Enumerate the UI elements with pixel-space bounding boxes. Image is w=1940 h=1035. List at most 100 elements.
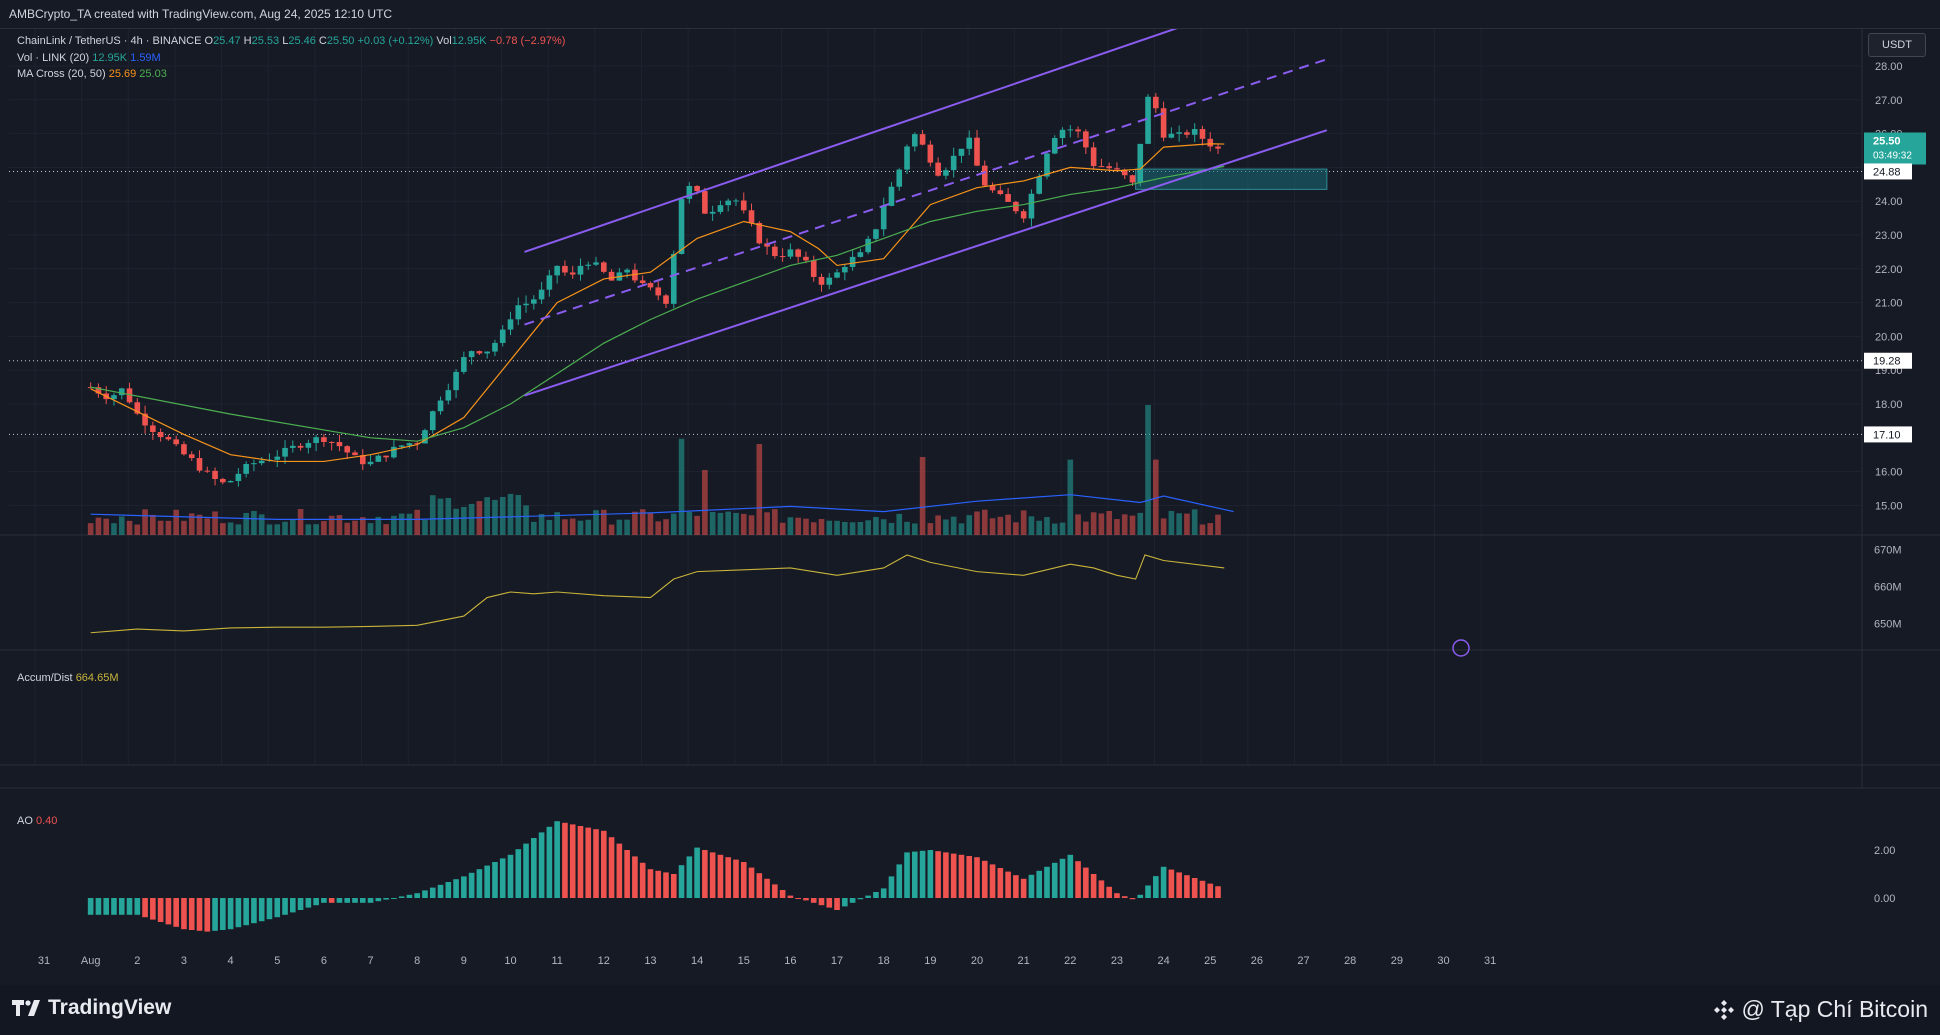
ao-bar: [896, 864, 903, 898]
volume-bar: [663, 519, 669, 535]
ao-bar: [445, 882, 452, 898]
ao-bar: [678, 865, 685, 898]
candle-body: [981, 165, 988, 186]
x-tick-label: 31: [1484, 955, 1496, 967]
ao-bar: [492, 862, 498, 898]
ao-bar: [795, 898, 801, 899]
symbol-legend[interactable]: ChainLink / TetherUS · 4h · BINANCE O25.…: [17, 35, 565, 47]
ao-bar: [593, 829, 599, 898]
x-tick-label: 13: [644, 955, 656, 967]
volume-bar: [290, 520, 296, 535]
volume-bar: [398, 513, 405, 535]
ao-bar: [880, 888, 887, 898]
volume-bar: [274, 524, 281, 535]
candle-body: [546, 275, 553, 290]
candle-body: [461, 357, 467, 372]
price-tick-label: 27.00: [1875, 95, 1903, 107]
ma-cross-legend[interactable]: MA Cross (20, 50) 25.69 25.03: [17, 68, 167, 80]
volume-bar: [593, 510, 599, 535]
ao-bar: [538, 832, 545, 898]
level-price-label: 17.10: [1873, 429, 1901, 441]
ao-bar: [655, 870, 662, 898]
ao-bar: [764, 878, 770, 898]
ao-bar: [1184, 875, 1190, 898]
candle-body: [375, 455, 382, 462]
volume-bar: [196, 514, 203, 535]
candle-body: [748, 210, 755, 223]
volume-bar: [733, 512, 739, 535]
x-tick-label: 22: [1064, 955, 1076, 967]
x-tick-label: 16: [784, 955, 796, 967]
candle-body: [1067, 129, 1074, 131]
level-price-tag: [1864, 352, 1912, 369]
accum-dist-line: [90, 554, 1225, 634]
ao-bar: [974, 857, 980, 898]
current-price-tag: [1864, 132, 1926, 165]
volume-bar: [1215, 514, 1221, 535]
accum-dist-legend[interactable]: Accum/Dist 664.65M: [17, 672, 119, 684]
change-value: +0.03 (+0.12%): [357, 35, 434, 47]
volume-bar: [873, 516, 879, 535]
candle-body: [429, 411, 436, 431]
candle-body: [274, 456, 281, 460]
ao-bar: [562, 822, 568, 898]
footer-bar: TradingView @ Tạp Chí Bitcoin: [0, 985, 1940, 1035]
candle-body: [188, 454, 195, 459]
candle-body: [1083, 131, 1089, 148]
candle-body: [927, 144, 934, 163]
candle-body: [997, 190, 1004, 195]
volume-bar: [725, 511, 731, 535]
volume-ma-line: [90, 494, 1234, 521]
ao-bar: [748, 867, 755, 898]
tradingview-logo[interactable]: TradingView: [12, 996, 171, 1020]
candle-body: [391, 446, 397, 458]
candle-body: [142, 413, 148, 426]
ao-bar: [531, 838, 537, 898]
chart-canvas[interactable]: 15.0016.0017.0018.0019.0020.0021.0022.00…: [0, 0, 1940, 985]
ao-bar: [515, 849, 522, 898]
volume-bar: [919, 457, 926, 535]
volume-bar: [803, 518, 809, 535]
ao-bar: [1067, 854, 1074, 898]
volume-bar: [165, 520, 172, 535]
ao-bar: [274, 898, 281, 918]
x-tick-label: 18: [878, 955, 890, 967]
currency-button[interactable]: USDT: [1868, 33, 1926, 57]
candle-body: [834, 272, 840, 278]
candle-body: [772, 246, 778, 257]
ao-bar: [243, 898, 249, 926]
volume-bar: [958, 523, 965, 535]
candle-body: [111, 395, 117, 400]
volume-bar: [639, 509, 646, 535]
volume-bar: [966, 515, 973, 535]
volume-bar: [1207, 523, 1214, 535]
ao-bar: [1051, 862, 1058, 898]
candle-body: [1129, 175, 1136, 183]
volume-bar: [437, 498, 444, 535]
low-label: L: [282, 35, 289, 47]
candle-body: [725, 200, 731, 206]
close-label: C: [318, 35, 327, 47]
volume-bar: [1028, 516, 1035, 535]
volume-bar: [359, 517, 366, 535]
ao-bar: [297, 898, 304, 910]
volume-bar: [678, 438, 685, 535]
candle-body: [507, 319, 514, 330]
volume-bar: [321, 521, 327, 535]
candle-body: [1059, 129, 1066, 138]
ao-bar: [756, 873, 763, 898]
candle-body: [958, 148, 965, 156]
volume-bar: [1145, 405, 1151, 535]
ao-bar: [321, 898, 327, 903]
ao-legend[interactable]: AO 0.40: [17, 815, 57, 827]
watermark: @ Tạp Chí Bitcoin: [1713, 996, 1928, 1023]
volume-bar: [212, 511, 218, 535]
candle-body: [468, 351, 475, 358]
volume-legend[interactable]: Vol · LINK (20) 12.95K 1.59M: [17, 52, 161, 64]
candle-body: [943, 170, 949, 176]
ao-bar: [577, 826, 584, 898]
volume-bar: [429, 495, 436, 535]
ao-bar: [227, 898, 234, 930]
open-value: 25.47: [213, 35, 241, 47]
volume-bar: [118, 516, 125, 535]
